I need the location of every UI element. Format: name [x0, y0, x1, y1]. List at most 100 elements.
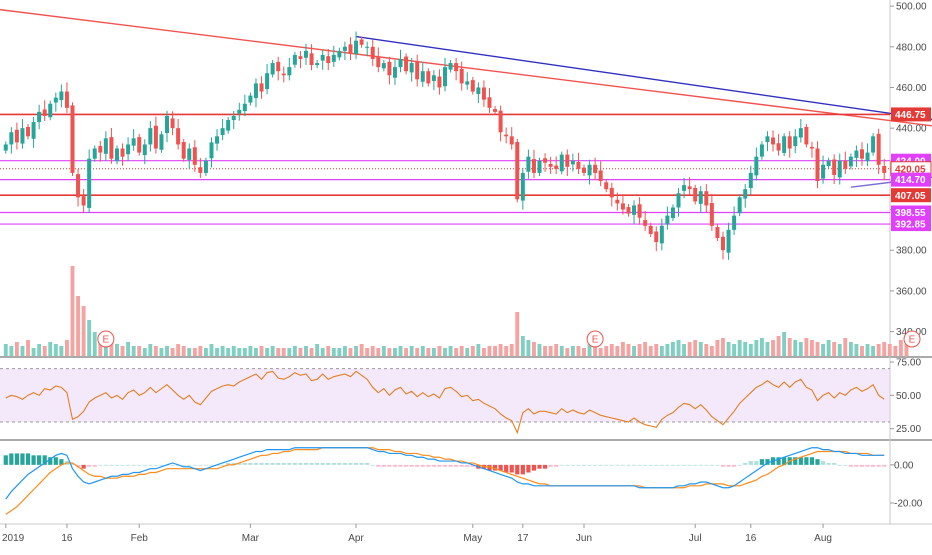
candlestick[interactable] [442, 67, 448, 87]
candlestick[interactable] [76, 174, 81, 198]
candlestick[interactable] [659, 225, 664, 244]
candlestick[interactable] [431, 75, 436, 81]
earnings-marker[interactable] [97, 330, 115, 348]
candlestick[interactable] [726, 229, 731, 253]
candlestick[interactable] [704, 191, 709, 206]
candlestick[interactable] [198, 167, 203, 173]
candlestick[interactable] [292, 54, 297, 65]
candlestick[interactable] [709, 203, 714, 226]
candlestick[interactable] [576, 161, 581, 169]
candlestick[interactable] [804, 126, 809, 145]
candlestick[interactable] [754, 156, 759, 176]
candlestick[interactable] [20, 128, 25, 144]
candlestick[interactable] [70, 105, 75, 173]
earnings-marker[interactable] [586, 330, 604, 348]
candlestick[interactable] [9, 132, 14, 145]
candlestick[interactable] [732, 215, 737, 230]
candlestick[interactable] [570, 160, 575, 165]
candlestick[interactable] [798, 128, 803, 138]
candlestick[interactable] [776, 143, 781, 151]
candlestick[interactable] [253, 83, 258, 99]
candlestick[interactable] [865, 152, 870, 162]
candlestick[interactable] [615, 199, 620, 204]
candlestick[interactable] [37, 111, 42, 123]
candlestick[interactable] [409, 63, 414, 73]
candlestick[interactable] [854, 150, 859, 158]
candlestick[interactable] [470, 80, 475, 92]
candlestick[interactable] [537, 160, 542, 173]
candlestick[interactable] [593, 164, 598, 173]
candlestick[interactable] [42, 109, 47, 116]
candlestick[interactable] [609, 187, 614, 198]
candlestick[interactable] [348, 44, 353, 53]
candlestick[interactable] [793, 136, 798, 147]
candlestick[interactable] [176, 128, 181, 145]
candlestick[interactable] [365, 46, 370, 48]
candlestick[interactable] [14, 129, 19, 143]
candlestick[interactable] [392, 67, 397, 78]
candlestick[interactable] [832, 159, 837, 175]
candlestick[interactable] [59, 91, 64, 101]
candlestick[interactable] [687, 186, 692, 190]
candlestick[interactable] [31, 122, 36, 139]
candlestick[interactable] [170, 118, 175, 129]
candlestick[interactable] [748, 172, 753, 188]
candlestick[interactable] [370, 46, 375, 59]
candlestick[interactable] [287, 67, 292, 76]
candlestick[interactable] [465, 81, 470, 85]
candlestick[interactable] [548, 163, 553, 167]
candlestick[interactable] [209, 142, 214, 159]
candlestick[interactable] [326, 56, 331, 64]
candlestick[interactable] [215, 136, 220, 144]
candlestick[interactable] [587, 164, 592, 176]
candlestick[interactable] [126, 144, 131, 155]
candlestick[interactable] [559, 154, 564, 172]
candlestick[interactable] [148, 128, 153, 145]
candlestick[interactable] [526, 156, 531, 172]
rsi-line[interactable] [5, 370, 885, 435]
candlestick[interactable] [120, 148, 125, 157]
candlestick[interactable] [720, 236, 725, 251]
candlestick[interactable] [665, 215, 670, 225]
candlestick[interactable] [426, 71, 431, 84]
candlestick[interactable] [604, 182, 609, 190]
candlestick[interactable] [771, 137, 776, 145]
candlestick[interactable] [848, 156, 853, 167]
candlestick[interactable] [87, 158, 92, 208]
macd-line[interactable] [5, 447, 885, 500]
candlestick[interactable] [509, 136, 514, 145]
candlestick[interactable] [415, 61, 420, 80]
candlestick[interactable] [759, 144, 764, 157]
candlestick[interactable] [142, 144, 147, 156]
candlestick[interactable] [404, 56, 409, 72]
candlestick[interactable] [626, 207, 631, 214]
candlestick[interactable] [765, 136, 770, 142]
earnings-marker[interactable] [903, 330, 921, 348]
candlestick[interactable] [871, 136, 876, 153]
candlestick[interactable] [165, 115, 170, 134]
candlestick[interactable] [498, 110, 503, 133]
candlestick[interactable] [821, 164, 826, 179]
candlestick[interactable] [98, 146, 103, 153]
candlestick[interactable] [376, 56, 381, 68]
candlestick[interactable] [398, 58, 403, 68]
candlestick[interactable] [531, 159, 536, 173]
candlestick[interactable] [237, 109, 242, 114]
candlestick[interactable] [882, 165, 887, 173]
candlestick[interactable] [459, 68, 464, 84]
trendline[interactable] [355, 35, 932, 122]
candlestick[interactable] [698, 191, 703, 204]
candlestick[interactable] [64, 91, 69, 108]
candlestick[interactable] [53, 97, 58, 103]
candlestick[interactable] [137, 137, 142, 153]
candlestick[interactable] [437, 76, 442, 88]
candlestick[interactable] [743, 189, 748, 199]
candlestick[interactable] [3, 144, 8, 151]
candlestick[interactable] [737, 197, 742, 214]
candlestick[interactable] [682, 185, 687, 191]
candlestick[interactable] [837, 160, 842, 178]
candlestick[interactable] [420, 71, 425, 82]
candlestick[interactable] [454, 63, 459, 72]
